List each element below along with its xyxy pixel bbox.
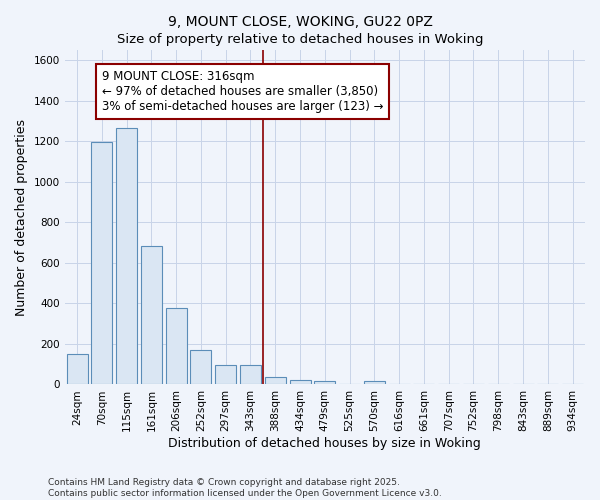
- Bar: [314, 381, 335, 384]
- Bar: [240, 365, 261, 384]
- Bar: [190, 350, 211, 384]
- Text: Size of property relative to detached houses in Woking: Size of property relative to detached ho…: [117, 32, 483, 46]
- Text: Contains HM Land Registry data © Crown copyright and database right 2025.
Contai: Contains HM Land Registry data © Crown c…: [48, 478, 442, 498]
- Bar: [91, 142, 112, 384]
- Text: 9 MOUNT CLOSE: 316sqm
← 97% of detached houses are smaller (3,850)
3% of semi-de: 9 MOUNT CLOSE: 316sqm ← 97% of detached …: [102, 70, 383, 114]
- Bar: [67, 354, 88, 384]
- Bar: [116, 128, 137, 384]
- X-axis label: Distribution of detached houses by size in Woking: Distribution of detached houses by size …: [169, 437, 481, 450]
- Bar: [215, 365, 236, 384]
- Y-axis label: Number of detached properties: Number of detached properties: [15, 118, 28, 316]
- Text: 9, MOUNT CLOSE, WOKING, GU22 0PZ: 9, MOUNT CLOSE, WOKING, GU22 0PZ: [167, 15, 433, 29]
- Bar: [141, 246, 162, 384]
- Bar: [290, 380, 311, 384]
- Bar: [364, 381, 385, 384]
- Bar: [265, 378, 286, 384]
- Bar: [166, 308, 187, 384]
